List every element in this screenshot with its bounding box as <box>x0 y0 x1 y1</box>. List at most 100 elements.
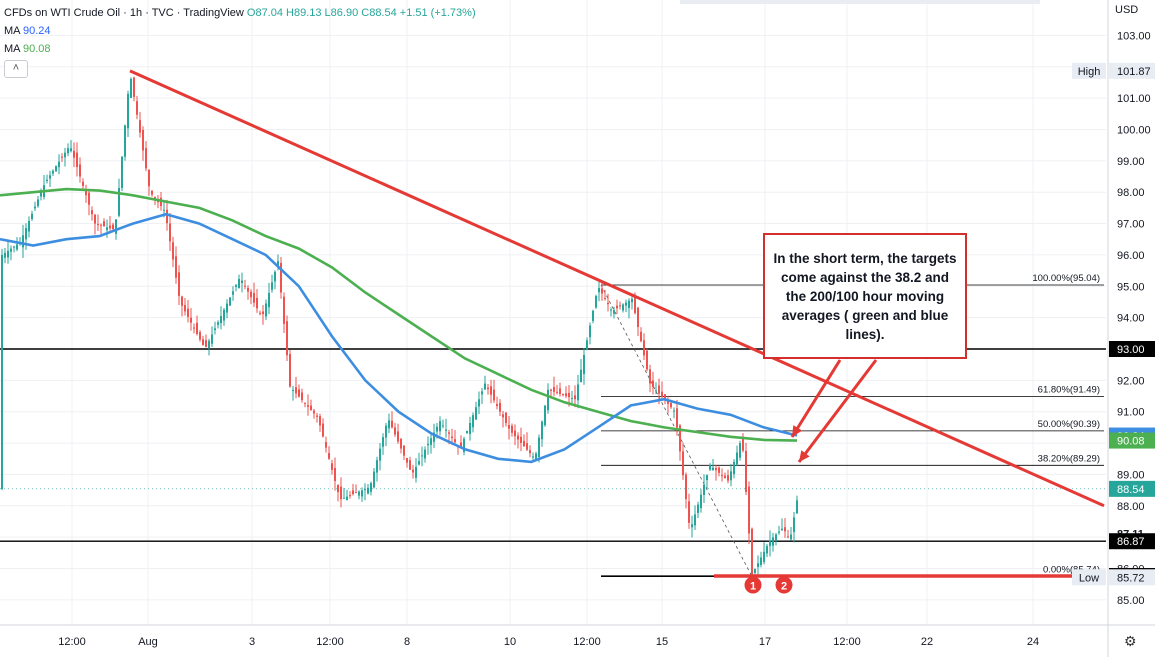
candle <box>472 415 474 428</box>
candle <box>439 421 441 432</box>
candle <box>376 460 378 473</box>
candle <box>406 457 408 463</box>
candle <box>364 489 366 491</box>
candle <box>592 310 594 321</box>
candle <box>541 421 543 440</box>
candle <box>544 405 546 426</box>
y-tick-label: 88.00 <box>1117 501 1145 513</box>
x-tick-label: 12:00 <box>833 636 861 648</box>
candle <box>670 403 672 408</box>
candle <box>199 332 201 340</box>
y-tick-label: 89.00 <box>1117 469 1145 481</box>
candle <box>529 450 531 454</box>
candle <box>727 475 729 481</box>
candle <box>241 280 243 284</box>
candle <box>625 302 627 306</box>
candle <box>418 461 420 465</box>
candle <box>310 405 312 411</box>
candle <box>139 120 141 133</box>
candle <box>274 271 276 282</box>
candle <box>313 410 315 414</box>
candle <box>61 156 63 158</box>
candle <box>133 77 135 97</box>
price-label: 90.08 <box>1117 436 1145 448</box>
candle <box>94 214 96 224</box>
arrow-head <box>792 425 803 437</box>
candle <box>640 331 642 342</box>
candle <box>373 471 375 488</box>
candle <box>319 416 321 426</box>
candle <box>700 494 702 509</box>
candle <box>490 386 492 395</box>
candle <box>244 285 246 287</box>
candle <box>649 369 651 384</box>
candle <box>676 408 678 428</box>
candle <box>217 322 219 325</box>
candle <box>334 467 336 481</box>
candle <box>613 310 615 314</box>
candle <box>106 227 108 231</box>
candle <box>28 220 30 232</box>
candle <box>550 389 552 391</box>
ohlc-readout: O87.04 H89.13 L86.90 C88.54 +1.51 (+1.73… <box>246 7 476 19</box>
annotation-callout: In the short term, the targets come agai… <box>763 233 967 359</box>
candle <box>769 540 771 546</box>
candle <box>409 460 411 470</box>
candle <box>454 439 456 443</box>
candle <box>427 443 429 446</box>
candle <box>151 190 153 195</box>
candle <box>607 302 609 305</box>
candle <box>130 78 132 98</box>
price-tag-bg <box>1072 62 1106 79</box>
candle <box>523 440 525 447</box>
candle <box>172 242 174 260</box>
candle <box>661 391 663 398</box>
candle <box>664 394 666 401</box>
ma2-legend[interactable]: MA 90.08 <box>4 40 476 58</box>
candle <box>766 546 768 554</box>
candle <box>259 312 261 314</box>
gear-icon[interactable]: ⚙ <box>1124 633 1137 649</box>
collapse-legend-button[interactable]: ˄ <box>4 60 28 78</box>
candle <box>610 309 612 311</box>
x-tick-label: 12:00 <box>58 636 86 648</box>
candle <box>499 402 501 412</box>
chevron-up-icon: ˄ <box>12 62 20 74</box>
candle <box>520 436 522 443</box>
y-tick-label: 99.00 <box>1117 156 1145 168</box>
candle <box>742 438 744 451</box>
candle <box>265 303 267 317</box>
chart-legend: CFDs on WTI Crude Oil · 1h · TVC · Tradi… <box>4 4 476 58</box>
candle <box>733 461 735 475</box>
candle <box>121 156 123 189</box>
x-tick-label: 15 <box>656 636 668 648</box>
x-tick-label: 8 <box>404 636 410 648</box>
y-tick-label: 95.00 <box>1117 281 1145 293</box>
currency-label: USD <box>1115 4 1139 16</box>
candle <box>619 305 621 307</box>
candle <box>13 246 15 248</box>
candle <box>628 300 630 309</box>
candle <box>16 244 18 250</box>
candle <box>715 467 717 471</box>
candle <box>682 451 684 476</box>
candle <box>322 423 324 437</box>
candle <box>463 438 465 452</box>
candle <box>430 438 432 445</box>
candle <box>358 491 360 496</box>
candle <box>667 399 669 404</box>
candle <box>328 453 330 459</box>
candle <box>34 206 36 209</box>
candle <box>757 563 759 568</box>
candle <box>526 443 528 450</box>
bottom-marker-label: 1 <box>750 581 756 593</box>
chart-title: CFDs on WTI Crude Oil · 1h · TVC · Tradi… <box>4 7 244 19</box>
candle <box>760 557 762 565</box>
ma1-legend[interactable]: MA 90.24 <box>4 22 476 40</box>
candle <box>442 425 444 427</box>
candle <box>517 435 519 440</box>
candle <box>325 442 327 448</box>
callout-text: In the short term, the targets come agai… <box>773 250 957 342</box>
fib-label: 61.80%(91.49) <box>1038 384 1100 395</box>
